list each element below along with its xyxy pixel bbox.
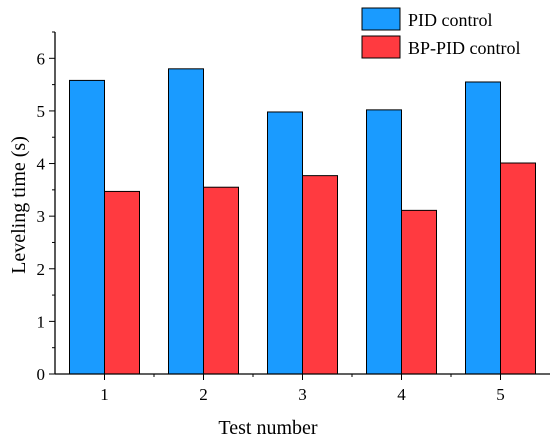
bar-series-2-test-5 (500, 162, 536, 375)
y-tick-label-1: 1 (37, 312, 46, 331)
bar-series-1-test-2 (168, 68, 204, 375)
bar-series-1-test-5 (465, 81, 501, 375)
bar-series-1-test-1 (69, 79, 105, 375)
y-axis-title: Leveling time (s) (8, 136, 30, 274)
axes-layer: 0 1 2 3 4 5 6 1 2 3 4 5 (37, 31, 550, 404)
x-tick-label-2: 2 (199, 385, 208, 404)
legend-swatch-bp-pid (361, 35, 401, 59)
y-tick-label-3: 3 (37, 207, 46, 226)
bar-series-2-test-3 (302, 175, 338, 375)
x-tick-label-4: 4 (397, 385, 406, 404)
bar-series-2-test-2 (203, 186, 239, 375)
x-axis-title: Test number (218, 417, 317, 439)
x-tick-label-3: 3 (298, 385, 307, 404)
bars-layer (69, 68, 536, 375)
x-tick-label-5: 5 (496, 385, 505, 404)
x-tick-label-1: 1 (100, 385, 109, 404)
y-tick-label-2: 2 (37, 260, 46, 279)
bar-series-2-test-4 (401, 209, 437, 375)
y-tick-label-4: 4 (37, 155, 46, 174)
bar-series-1-test-4 (366, 109, 402, 375)
bar-series-2-test-1 (104, 190, 140, 375)
bar-series-1-test-3 (267, 111, 303, 375)
legend: PID control BP-PID control (361, 7, 521, 59)
legend-label-bp-pid: BP-PID control (408, 38, 521, 58)
legend-swatch-pid (361, 7, 401, 31)
y-tick-label-0: 0 (37, 365, 46, 384)
legend-label-pid: PID control (408, 10, 493, 30)
y-tick-label-6: 6 (37, 49, 46, 68)
y-tick-label-5: 5 (37, 102, 46, 121)
